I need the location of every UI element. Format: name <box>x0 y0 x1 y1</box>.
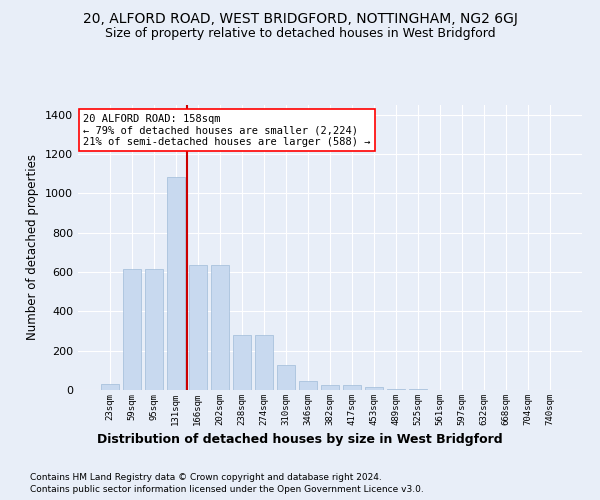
Bar <box>365 387 383 390</box>
Bar <box>211 265 229 390</box>
Bar <box>101 384 119 390</box>
Text: Distribution of detached houses by size in West Bridgford: Distribution of detached houses by size … <box>97 432 503 446</box>
Bar <box>145 269 163 390</box>
Text: 20, ALFORD ROAD, WEST BRIDGFORD, NOTTINGHAM, NG2 6GJ: 20, ALFORD ROAD, WEST BRIDGFORD, NOTTING… <box>83 12 517 26</box>
Bar <box>343 385 361 390</box>
Text: Contains public sector information licensed under the Open Government Licence v3: Contains public sector information licen… <box>30 485 424 494</box>
Y-axis label: Number of detached properties: Number of detached properties <box>26 154 40 340</box>
Bar <box>255 335 273 390</box>
Bar <box>321 385 339 390</box>
Bar <box>233 335 251 390</box>
Bar <box>299 381 317 390</box>
Bar <box>277 366 295 390</box>
Bar <box>189 265 206 390</box>
Text: Size of property relative to detached houses in West Bridgford: Size of property relative to detached ho… <box>104 28 496 40</box>
Bar <box>167 176 185 390</box>
Text: Contains HM Land Registry data © Crown copyright and database right 2024.: Contains HM Land Registry data © Crown c… <box>30 472 382 482</box>
Text: 20 ALFORD ROAD: 158sqm
← 79% of detached houses are smaller (2,224)
21% of semi-: 20 ALFORD ROAD: 158sqm ← 79% of detached… <box>83 114 371 147</box>
Bar <box>123 269 140 390</box>
Bar <box>387 389 405 390</box>
